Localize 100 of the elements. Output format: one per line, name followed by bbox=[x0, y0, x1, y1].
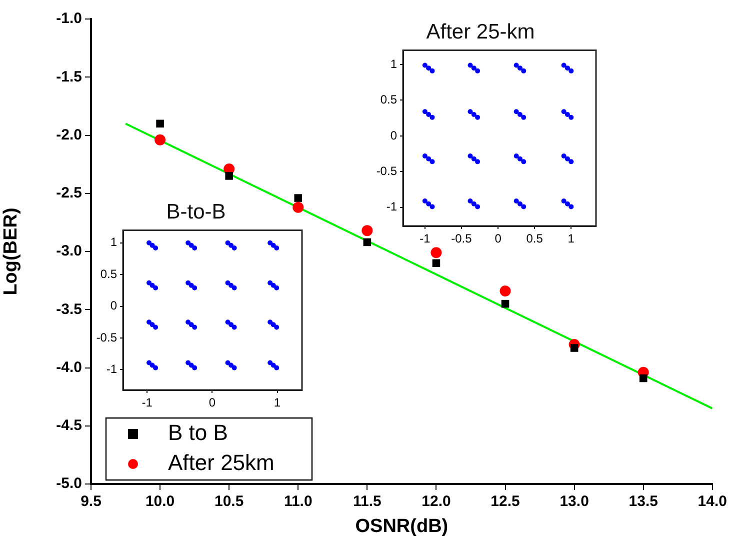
y-tick-label: -0.5 bbox=[376, 164, 398, 178]
point bbox=[564, 112, 570, 118]
y-tick-label: 0.5 bbox=[100, 266, 118, 281]
point bbox=[568, 68, 574, 74]
point bbox=[186, 360, 191, 366]
point bbox=[468, 153, 473, 158]
y-tick-label: -3.0 bbox=[56, 242, 82, 260]
point bbox=[186, 280, 191, 286]
point bbox=[432, 259, 440, 268]
point bbox=[430, 68, 435, 74]
point bbox=[471, 201, 476, 206]
point bbox=[274, 285, 280, 290]
point bbox=[564, 201, 570, 206]
x-tick-label: 0 bbox=[494, 232, 502, 246]
y-tick-label: 0.5 bbox=[380, 92, 398, 107]
point bbox=[274, 245, 280, 250]
point bbox=[146, 320, 152, 325]
point bbox=[268, 320, 273, 325]
y-tick-label: -2.5 bbox=[56, 184, 82, 202]
point bbox=[192, 365, 198, 370]
y-tick-label: -1 bbox=[106, 362, 118, 376]
x-tick-label: 11.0 bbox=[284, 493, 312, 510]
y-tick-label: -4.5 bbox=[56, 417, 82, 434]
point bbox=[521, 204, 526, 210]
point bbox=[468, 109, 473, 114]
point bbox=[514, 198, 519, 204]
y-axis-title: Log(BER) bbox=[0, 208, 22, 296]
point bbox=[475, 204, 480, 210]
x-tick-label: -1 bbox=[420, 232, 431, 246]
point bbox=[501, 300, 510, 308]
point bbox=[146, 240, 152, 246]
point bbox=[422, 153, 428, 158]
point bbox=[500, 286, 511, 297]
point bbox=[268, 360, 273, 366]
point bbox=[186, 240, 191, 246]
point bbox=[153, 285, 158, 290]
point bbox=[430, 159, 435, 164]
point bbox=[521, 114, 526, 120]
point bbox=[471, 66, 476, 71]
y-tick-label: -1.5 bbox=[56, 68, 82, 86]
x-tick-label: 11.5 bbox=[352, 493, 382, 510]
point bbox=[225, 172, 233, 180]
point bbox=[154, 134, 166, 146]
point bbox=[192, 285, 198, 290]
point bbox=[232, 245, 237, 250]
point bbox=[430, 204, 435, 210]
point bbox=[564, 66, 570, 71]
point bbox=[517, 112, 522, 118]
point bbox=[561, 153, 566, 158]
point bbox=[468, 62, 473, 68]
y-tick-label: 0 bbox=[390, 128, 398, 142]
point bbox=[475, 159, 480, 164]
point bbox=[639, 374, 648, 382]
point bbox=[153, 365, 158, 370]
point bbox=[225, 240, 230, 246]
y-tick-label: -5.0 bbox=[56, 475, 82, 492]
point bbox=[422, 62, 428, 68]
y-tick-label: -2.0 bbox=[56, 126, 82, 144]
point bbox=[561, 198, 566, 204]
legend-label: B to B bbox=[168, 420, 228, 446]
point bbox=[475, 114, 480, 120]
y-tick-label: -1 bbox=[386, 200, 398, 214]
x-tick-label: 0.5 bbox=[526, 232, 544, 246]
point bbox=[232, 285, 237, 290]
point bbox=[232, 365, 237, 370]
point bbox=[430, 247, 442, 258]
point bbox=[426, 201, 432, 206]
y-tick-label: 1 bbox=[390, 56, 398, 71]
point bbox=[274, 365, 280, 370]
point bbox=[521, 68, 526, 74]
point bbox=[225, 360, 230, 366]
y-tick-label: 0 bbox=[110, 298, 118, 313]
point bbox=[146, 360, 152, 366]
point bbox=[475, 68, 480, 74]
point bbox=[521, 159, 526, 164]
point bbox=[561, 62, 566, 68]
x-tick-label: 1 bbox=[568, 232, 575, 246]
point bbox=[568, 114, 574, 120]
x-tick-label: 12.5 bbox=[490, 493, 520, 510]
point bbox=[225, 280, 230, 286]
point bbox=[422, 109, 428, 114]
point bbox=[514, 62, 519, 68]
x-axis-title: OSNR(dB) bbox=[355, 516, 448, 537]
point bbox=[192, 245, 198, 250]
x-tick-label: 13.5 bbox=[628, 493, 658, 510]
point bbox=[561, 109, 566, 114]
legend-label: After 25km bbox=[168, 450, 274, 476]
x-tick-label: 14.0 bbox=[698, 493, 728, 510]
y-tick-label: -3.5 bbox=[56, 300, 82, 318]
point bbox=[268, 280, 273, 286]
point bbox=[430, 114, 435, 120]
point bbox=[568, 204, 574, 210]
point bbox=[514, 153, 519, 158]
point bbox=[471, 112, 476, 118]
point bbox=[564, 156, 570, 162]
x-tick-label: 13.0 bbox=[560, 493, 589, 510]
point bbox=[292, 202, 304, 213]
point bbox=[517, 66, 522, 71]
x-tick-label: -0.5 bbox=[451, 232, 472, 246]
y-tick-label: -1.0 bbox=[56, 10, 82, 28]
